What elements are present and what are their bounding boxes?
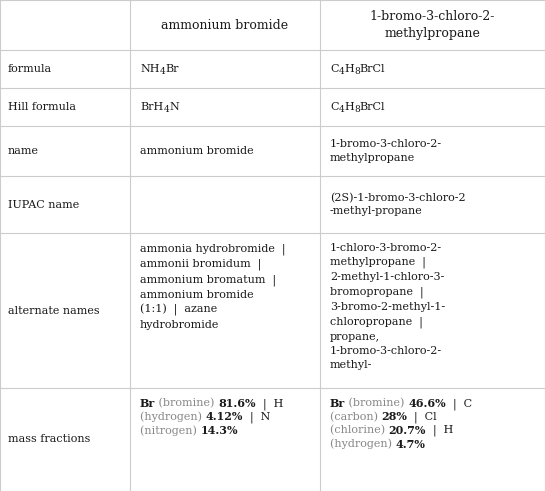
Text: BrH: BrH <box>140 102 164 112</box>
Text: 1-bromo-3-chloro-2-
methylpropane: 1-bromo-3-chloro-2- methylpropane <box>330 139 442 163</box>
Text: |  C: | C <box>446 398 472 409</box>
Text: Br: Br <box>140 398 155 409</box>
Text: ammonium bromide: ammonium bromide <box>161 19 288 31</box>
Text: C: C <box>330 102 338 112</box>
Text: (carbon): (carbon) <box>330 411 381 422</box>
Text: mass fractions: mass fractions <box>8 435 90 444</box>
Text: (bromine): (bromine) <box>345 398 408 409</box>
Text: (bromine): (bromine) <box>155 398 218 409</box>
Text: 8: 8 <box>354 67 360 76</box>
Text: 14.3%: 14.3% <box>201 425 238 436</box>
Text: H: H <box>344 102 354 112</box>
Text: BrCl: BrCl <box>360 102 385 112</box>
Text: NH: NH <box>140 64 160 74</box>
Text: 4: 4 <box>338 67 344 76</box>
Text: 4.12%: 4.12% <box>205 411 243 422</box>
Text: 8: 8 <box>354 105 360 114</box>
Text: 81.6%: 81.6% <box>218 398 256 409</box>
Text: BrCl: BrCl <box>360 64 385 74</box>
Text: |  H: | H <box>426 425 453 436</box>
Text: 4: 4 <box>338 105 344 114</box>
Text: (hydrogen): (hydrogen) <box>140 411 205 422</box>
Text: (nitrogen): (nitrogen) <box>140 425 201 436</box>
Text: (hydrogen): (hydrogen) <box>330 438 396 449</box>
Text: alternate names: alternate names <box>8 305 100 316</box>
Text: Hill formula: Hill formula <box>8 102 76 112</box>
Text: name: name <box>8 146 39 156</box>
Text: ammonia hydrobromide  |
ammonii bromidum  |
ammonium bromatum  |
ammonium bromid: ammonia hydrobromide | ammonii bromidum … <box>140 243 286 330</box>
Text: 4: 4 <box>164 105 169 114</box>
Text: (2S)-1-bromo-3-chloro-2
-methyl-propane: (2S)-1-bromo-3-chloro-2 -methyl-propane <box>330 193 465 216</box>
Text: 4.7%: 4.7% <box>396 438 426 449</box>
Text: |  H: | H <box>256 398 283 409</box>
Text: N: N <box>169 102 179 112</box>
Text: |  Cl: | Cl <box>407 411 437 423</box>
Text: C: C <box>330 64 338 74</box>
Text: 46.6%: 46.6% <box>408 398 446 409</box>
Text: formula: formula <box>8 64 52 74</box>
Text: 1-chloro-3-bromo-2-
methylpropane  |
2-methyl-1-chloro-3-
bromopropane  |
3-brom: 1-chloro-3-bromo-2- methylpropane | 2-me… <box>330 243 445 370</box>
Text: 4: 4 <box>160 67 165 76</box>
Text: Br: Br <box>165 64 179 74</box>
Text: 1-bromo-3-chloro-2-
methylpropane: 1-bromo-3-chloro-2- methylpropane <box>370 10 495 40</box>
Text: |  N: | N <box>243 411 270 423</box>
Text: ammonium bromide: ammonium bromide <box>140 146 253 156</box>
Text: Br: Br <box>330 398 345 409</box>
Text: IUPAC name: IUPAC name <box>8 199 79 210</box>
Text: 20.7%: 20.7% <box>389 425 426 436</box>
Text: (chlorine): (chlorine) <box>330 425 389 436</box>
Text: H: H <box>344 64 354 74</box>
Text: 28%: 28% <box>382 411 407 422</box>
